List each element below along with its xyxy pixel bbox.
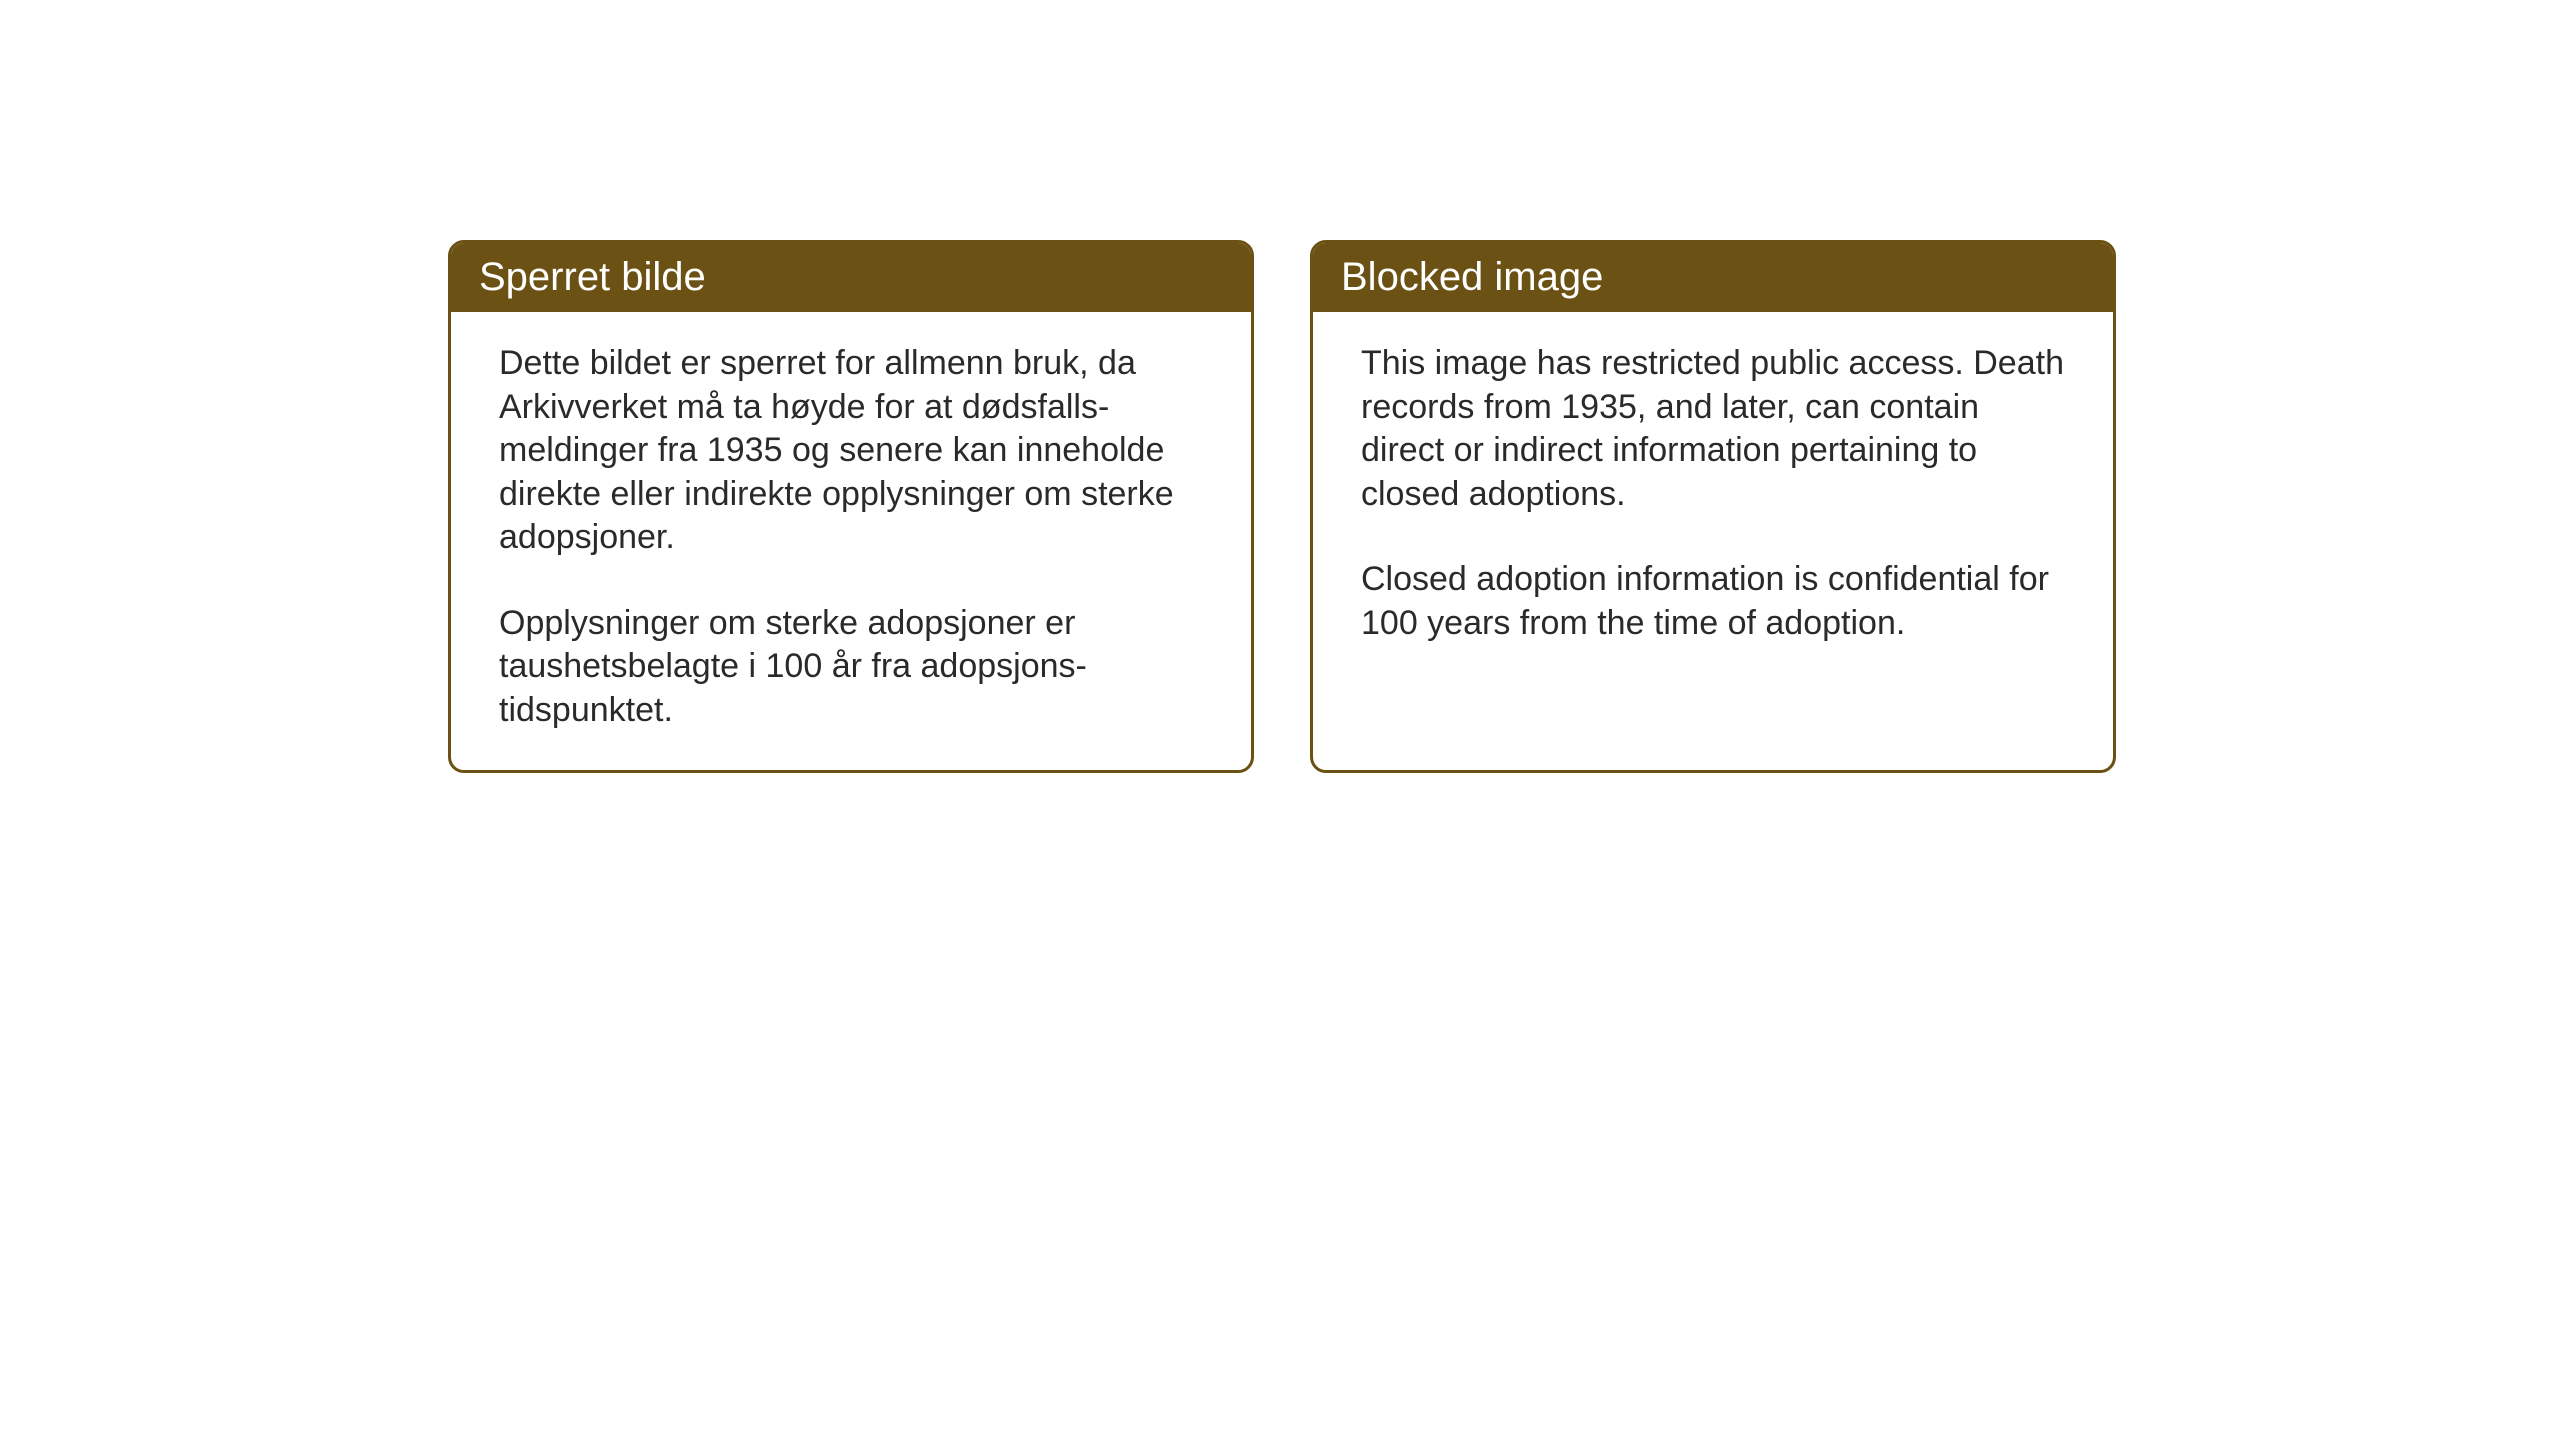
card-body-norwegian: Dette bildet er sperret for allmenn bruk…: [451, 312, 1251, 770]
card-paragraph-1-norwegian: Dette bildet er sperret for allmenn bruk…: [499, 342, 1203, 560]
card-title-english: Blocked image: [1341, 255, 1603, 299]
card-title-norwegian: Sperret bilde: [479, 255, 706, 299]
notice-container: Sperret bilde Dette bildet er sperret fo…: [448, 240, 2116, 773]
card-paragraph-2-norwegian: Opplysninger om sterke adopsjoner er tau…: [499, 602, 1203, 733]
card-header-english: Blocked image: [1313, 243, 2113, 312]
card-paragraph-1-english: This image has restricted public access.…: [1361, 342, 2065, 516]
notice-card-norwegian: Sperret bilde Dette bildet er sperret fo…: [448, 240, 1254, 773]
card-paragraph-2-english: Closed adoption information is confident…: [1361, 558, 2065, 645]
card-body-english: This image has restricted public access.…: [1313, 312, 2113, 735]
card-header-norwegian: Sperret bilde: [451, 243, 1251, 312]
notice-card-english: Blocked image This image has restricted …: [1310, 240, 2116, 773]
